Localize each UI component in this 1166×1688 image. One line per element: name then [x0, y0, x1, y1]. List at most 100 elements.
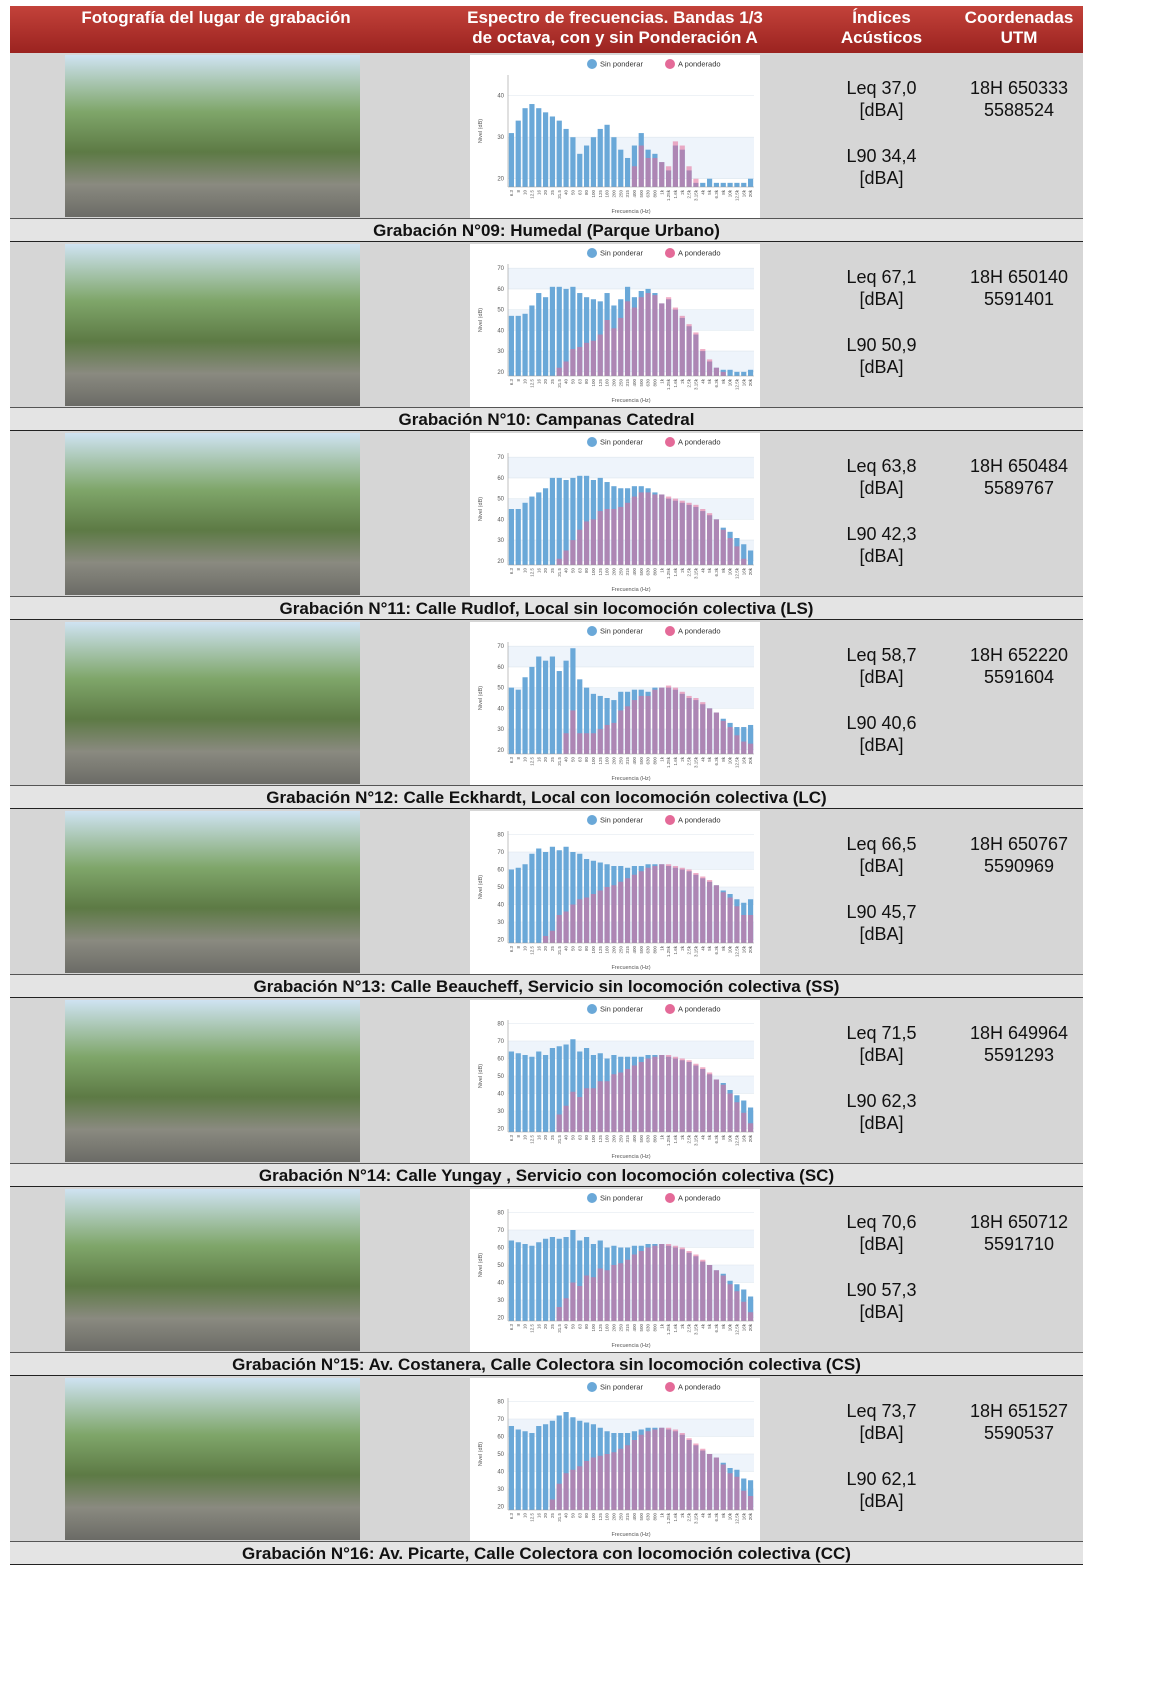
bar [508, 133, 515, 187]
x-tick-label: 10 [523, 568, 528, 574]
x-tick-label: 50 [570, 568, 575, 574]
x-tick-label: 20k [748, 189, 753, 197]
caption: Grabación N°14: Calle Yungay , Servicio … [10, 1163, 1083, 1187]
l90-line: [dBA] [859, 546, 904, 566]
indices-cell: Leq 71,5 [dBA] L90 62,3 [dBA] [808, 1022, 955, 1134]
legend-label: Sin ponderar [600, 1383, 643, 1392]
l90-line: L90 50,9 [846, 335, 917, 355]
x-tick-label: 25 [550, 379, 555, 385]
bar [659, 687, 665, 754]
x-tick-label: 2k [680, 1512, 685, 1518]
bar [542, 297, 549, 376]
bar [679, 867, 685, 943]
y-tick-label: 20 [497, 370, 504, 376]
x-tick-label: 12.5k [734, 1512, 739, 1524]
bars [508, 1039, 754, 1132]
bar [652, 1429, 658, 1510]
header-indices: Índices Acústicos [808, 8, 955, 48]
y-axis-title: Nivel (dB) [478, 119, 484, 143]
coordinate-line: 5591710 [983, 1234, 1055, 1254]
y-tick-label: 60 [497, 287, 504, 293]
bar [713, 712, 720, 754]
photo [65, 244, 360, 406]
bar [536, 1426, 542, 1510]
x-tick-label: 63 [577, 946, 582, 952]
bar [556, 1307, 562, 1321]
bar [529, 1056, 535, 1132]
bar [624, 157, 631, 187]
x-tick-label: 63 [577, 379, 582, 385]
x-tick-label: 63 [577, 1324, 582, 1330]
x-axis-title: Frecuencia (Hz) [611, 209, 650, 215]
x-tick-label: 16 [536, 190, 541, 196]
grid-band [508, 852, 754, 870]
x-tick-label: 100 [591, 1324, 596, 1332]
x-tick-label: 8 [516, 568, 521, 571]
bar [659, 1427, 665, 1510]
indices-cell: Leq 66,5 [dBA] L90 45,7 [dBA] [808, 833, 955, 945]
x-tick-label: 40 [564, 568, 569, 574]
x-tick-label: 160 [605, 568, 610, 576]
bar [590, 733, 597, 754]
y-tick-label: 30 [497, 349, 504, 355]
x-tick-label: 1.25k [666, 1323, 671, 1335]
x-axis-title: Frecuencia (Hz) [611, 1532, 650, 1538]
bar [747, 1496, 754, 1510]
coordinates-cell: 18H 651527 5590537 [955, 1400, 1083, 1444]
bar [577, 293, 583, 376]
bar [563, 660, 569, 754]
x-tick-label: 800 [652, 1135, 657, 1143]
x-tick-label: 12.5 [529, 190, 534, 199]
x-tick-label: 63 [577, 757, 582, 763]
bar [734, 735, 740, 754]
legend-label: A ponderado [678, 1005, 721, 1014]
bar [577, 346, 583, 376]
x-tick-label: 315 [625, 1513, 630, 1521]
bar [590, 1277, 597, 1321]
bar [549, 1499, 556, 1510]
bar [652, 494, 658, 565]
bar [706, 1265, 713, 1321]
x-tick-label: 12.5 [529, 1324, 534, 1333]
x-tick-label: 5k [707, 945, 712, 951]
x-tick-label: 5k [707, 1134, 712, 1140]
bar [549, 1048, 556, 1132]
x-tick-label: 10 [523, 379, 528, 385]
x-tick-label: 12.5k [734, 756, 739, 768]
x-tick-label: 50 [570, 1324, 575, 1330]
spacer [808, 877, 955, 901]
bar [611, 137, 617, 187]
bar [570, 1039, 576, 1132]
x-tick-label: 10k [728, 567, 733, 575]
legend-marker [587, 59, 597, 69]
x-tick-label: 4k [700, 1512, 705, 1518]
x-tick-label: 250 [618, 946, 623, 954]
bar [549, 1420, 556, 1510]
bar [713, 1270, 720, 1321]
bar [734, 546, 740, 565]
x-tick-label: 8k [721, 567, 726, 573]
x-tick-label: 20k [748, 756, 753, 764]
x-tick-label: 8 [516, 1135, 521, 1138]
bar [720, 1464, 726, 1510]
coordinates-cell: 18H 649964 5591293 [955, 1022, 1083, 1066]
bar [645, 157, 651, 187]
x-tick-label: 315 [625, 946, 630, 954]
x-tick-label: 1.25k [666, 378, 671, 390]
x-tick-label: 8 [516, 757, 521, 760]
bar [686, 502, 692, 565]
coordinate-line: 5591604 [983, 667, 1055, 687]
x-tick-label: 63 [577, 1135, 582, 1141]
coordinate-line: 18H 650333 [969, 78, 1069, 98]
x-tick-label: 315 [625, 190, 630, 198]
legend-marker [587, 1004, 597, 1014]
bar [536, 656, 542, 754]
spacer [808, 1255, 955, 1279]
header-line: de octava, con y sin Ponderación A [472, 28, 758, 47]
bar [577, 529, 583, 565]
x-tick-label: 2k [680, 378, 685, 384]
legend-label: Sin ponderar [600, 1194, 643, 1203]
grid-band [508, 1076, 754, 1094]
x-axis-title: Frecuencia (Hz) [611, 1154, 650, 1160]
x-tick-label: 3.15k [693, 945, 698, 957]
